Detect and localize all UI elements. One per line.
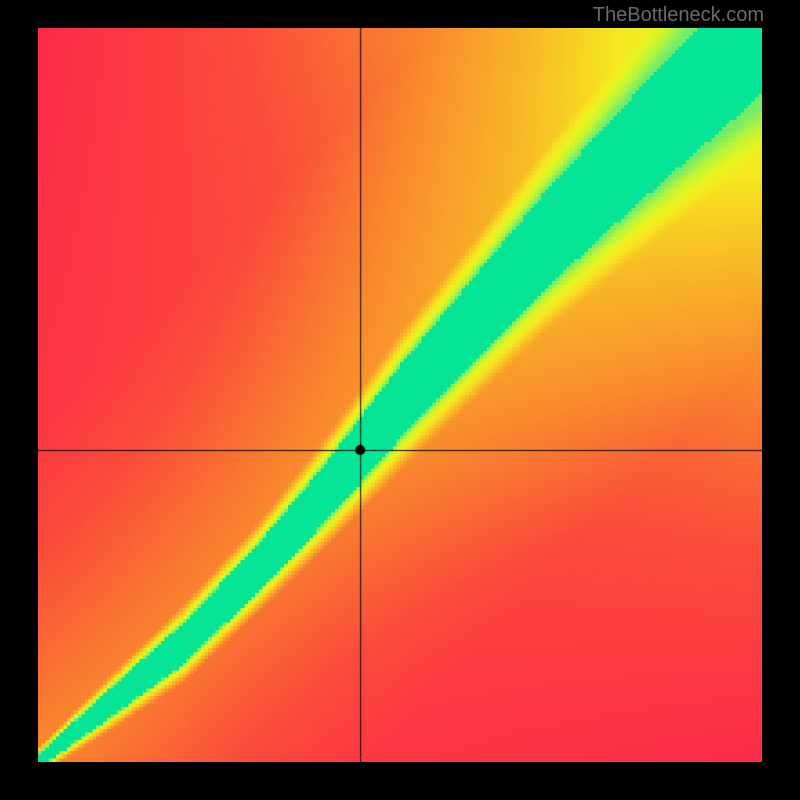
attribution-text: TheBottleneck.com <box>593 4 764 27</box>
chart-container: { "attribution": { "text": "TheBottlenec… <box>0 0 800 800</box>
crosshair-overlay <box>38 28 762 762</box>
